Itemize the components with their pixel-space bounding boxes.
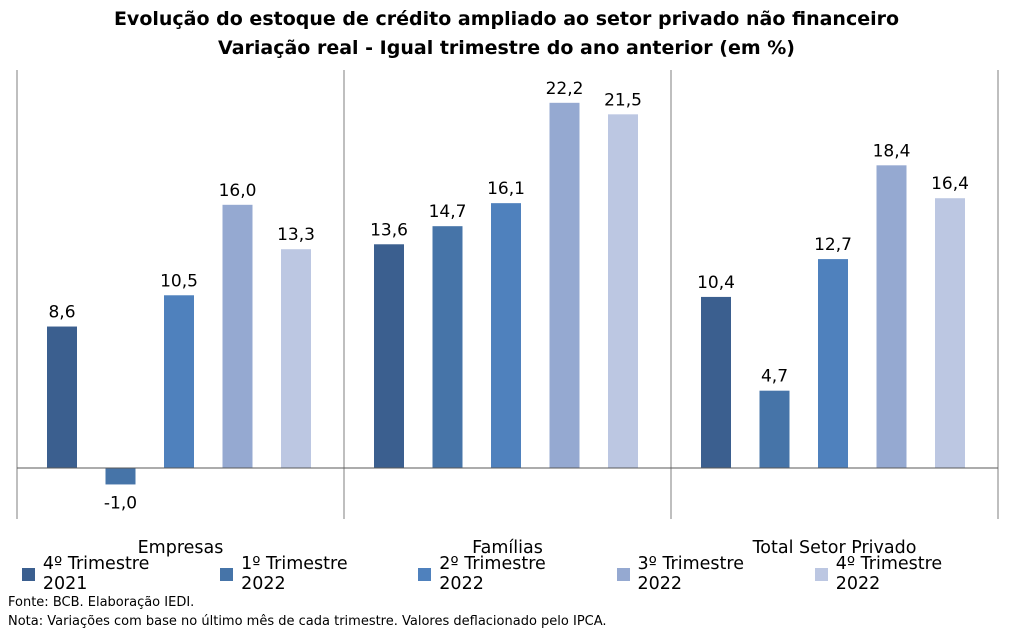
chart-subtitle: Variação real - Igual trimestre do ano a…	[218, 37, 795, 59]
data-label: 10,4	[697, 273, 735, 293]
chart-legend: 4º Trimestre 2021 1º Trimestre 2022 2º Tri…	[22, 554, 1013, 594]
legend-item: 1º Trimestre 2022	[220, 554, 396, 594]
bar	[105, 468, 136, 485]
legend-swatch	[22, 567, 35, 581]
data-label: 13,6	[370, 220, 408, 240]
bar	[935, 198, 965, 468]
legend-item: 4º Trimestre 2022	[814, 554, 991, 594]
data-label: 12,7	[814, 235, 852, 255]
data-label: 16,4	[931, 174, 969, 194]
chart-title: Evolução do estoque de crédito ampliado …	[113, 8, 900, 30]
legend-swatch	[418, 567, 432, 581]
legend-label: 2º Trimestre 2022	[439, 554, 546, 594]
data-label: 8,6	[48, 303, 75, 323]
legend-label: 3º Trimestre 2022	[637, 554, 745, 594]
legend-item: 4º Trimestre 2021	[22, 554, 198, 594]
bar	[818, 259, 848, 468]
bar	[759, 390, 790, 468]
data-label: 21,5	[604, 90, 642, 110]
bar	[432, 226, 463, 468]
legend-swatch	[220, 567, 234, 581]
legend-item: 3º Trimestre 2022	[616, 554, 793, 594]
bar-chart: 8,6 -1,0 10,5 16,0 13,3 Empresas 13,6 14,7 16,1 2…	[16, 70, 999, 558]
legend-label: 1º Trimestre 2022	[241, 554, 348, 594]
bar	[549, 102, 580, 468]
data-label: 4,7	[761, 367, 788, 387]
legend-swatch	[814, 567, 828, 581]
data-label: 14,7	[429, 202, 467, 222]
data-label: 10,5	[160, 271, 198, 291]
data-label: 16,1	[487, 179, 525, 199]
bar	[491, 203, 521, 468]
data-label: 16,0	[219, 181, 257, 201]
data-label: 13,3	[277, 225, 315, 245]
bar	[164, 295, 194, 468]
legend-label: 4º Trimestre 2022	[835, 554, 943, 594]
bar	[608, 114, 638, 468]
data-label: 18,4	[873, 141, 911, 161]
category-label: Famílias	[472, 538, 543, 558]
category-label: Total Setor Privado	[752, 538, 917, 558]
legend-label: 4º Trimestre 2021	[42, 554, 150, 594]
bar	[701, 296, 731, 468]
source-note: Fonte: BCB. Elaboração IEDI.	[8, 595, 195, 610]
bar	[47, 326, 77, 468]
bar	[222, 204, 253, 469]
data-label: 22,2	[546, 79, 584, 99]
data-label: -1,0	[104, 493, 137, 513]
bar	[876, 165, 907, 468]
category-label: Empresas	[138, 538, 224, 558]
legend-item: 2º Trimestre 2022	[418, 554, 594, 594]
footnote: Nota: Variações com base no último mês d…	[8, 614, 607, 629]
bar	[281, 249, 311, 468]
bar	[374, 244, 404, 468]
legend-swatch	[616, 567, 630, 581]
